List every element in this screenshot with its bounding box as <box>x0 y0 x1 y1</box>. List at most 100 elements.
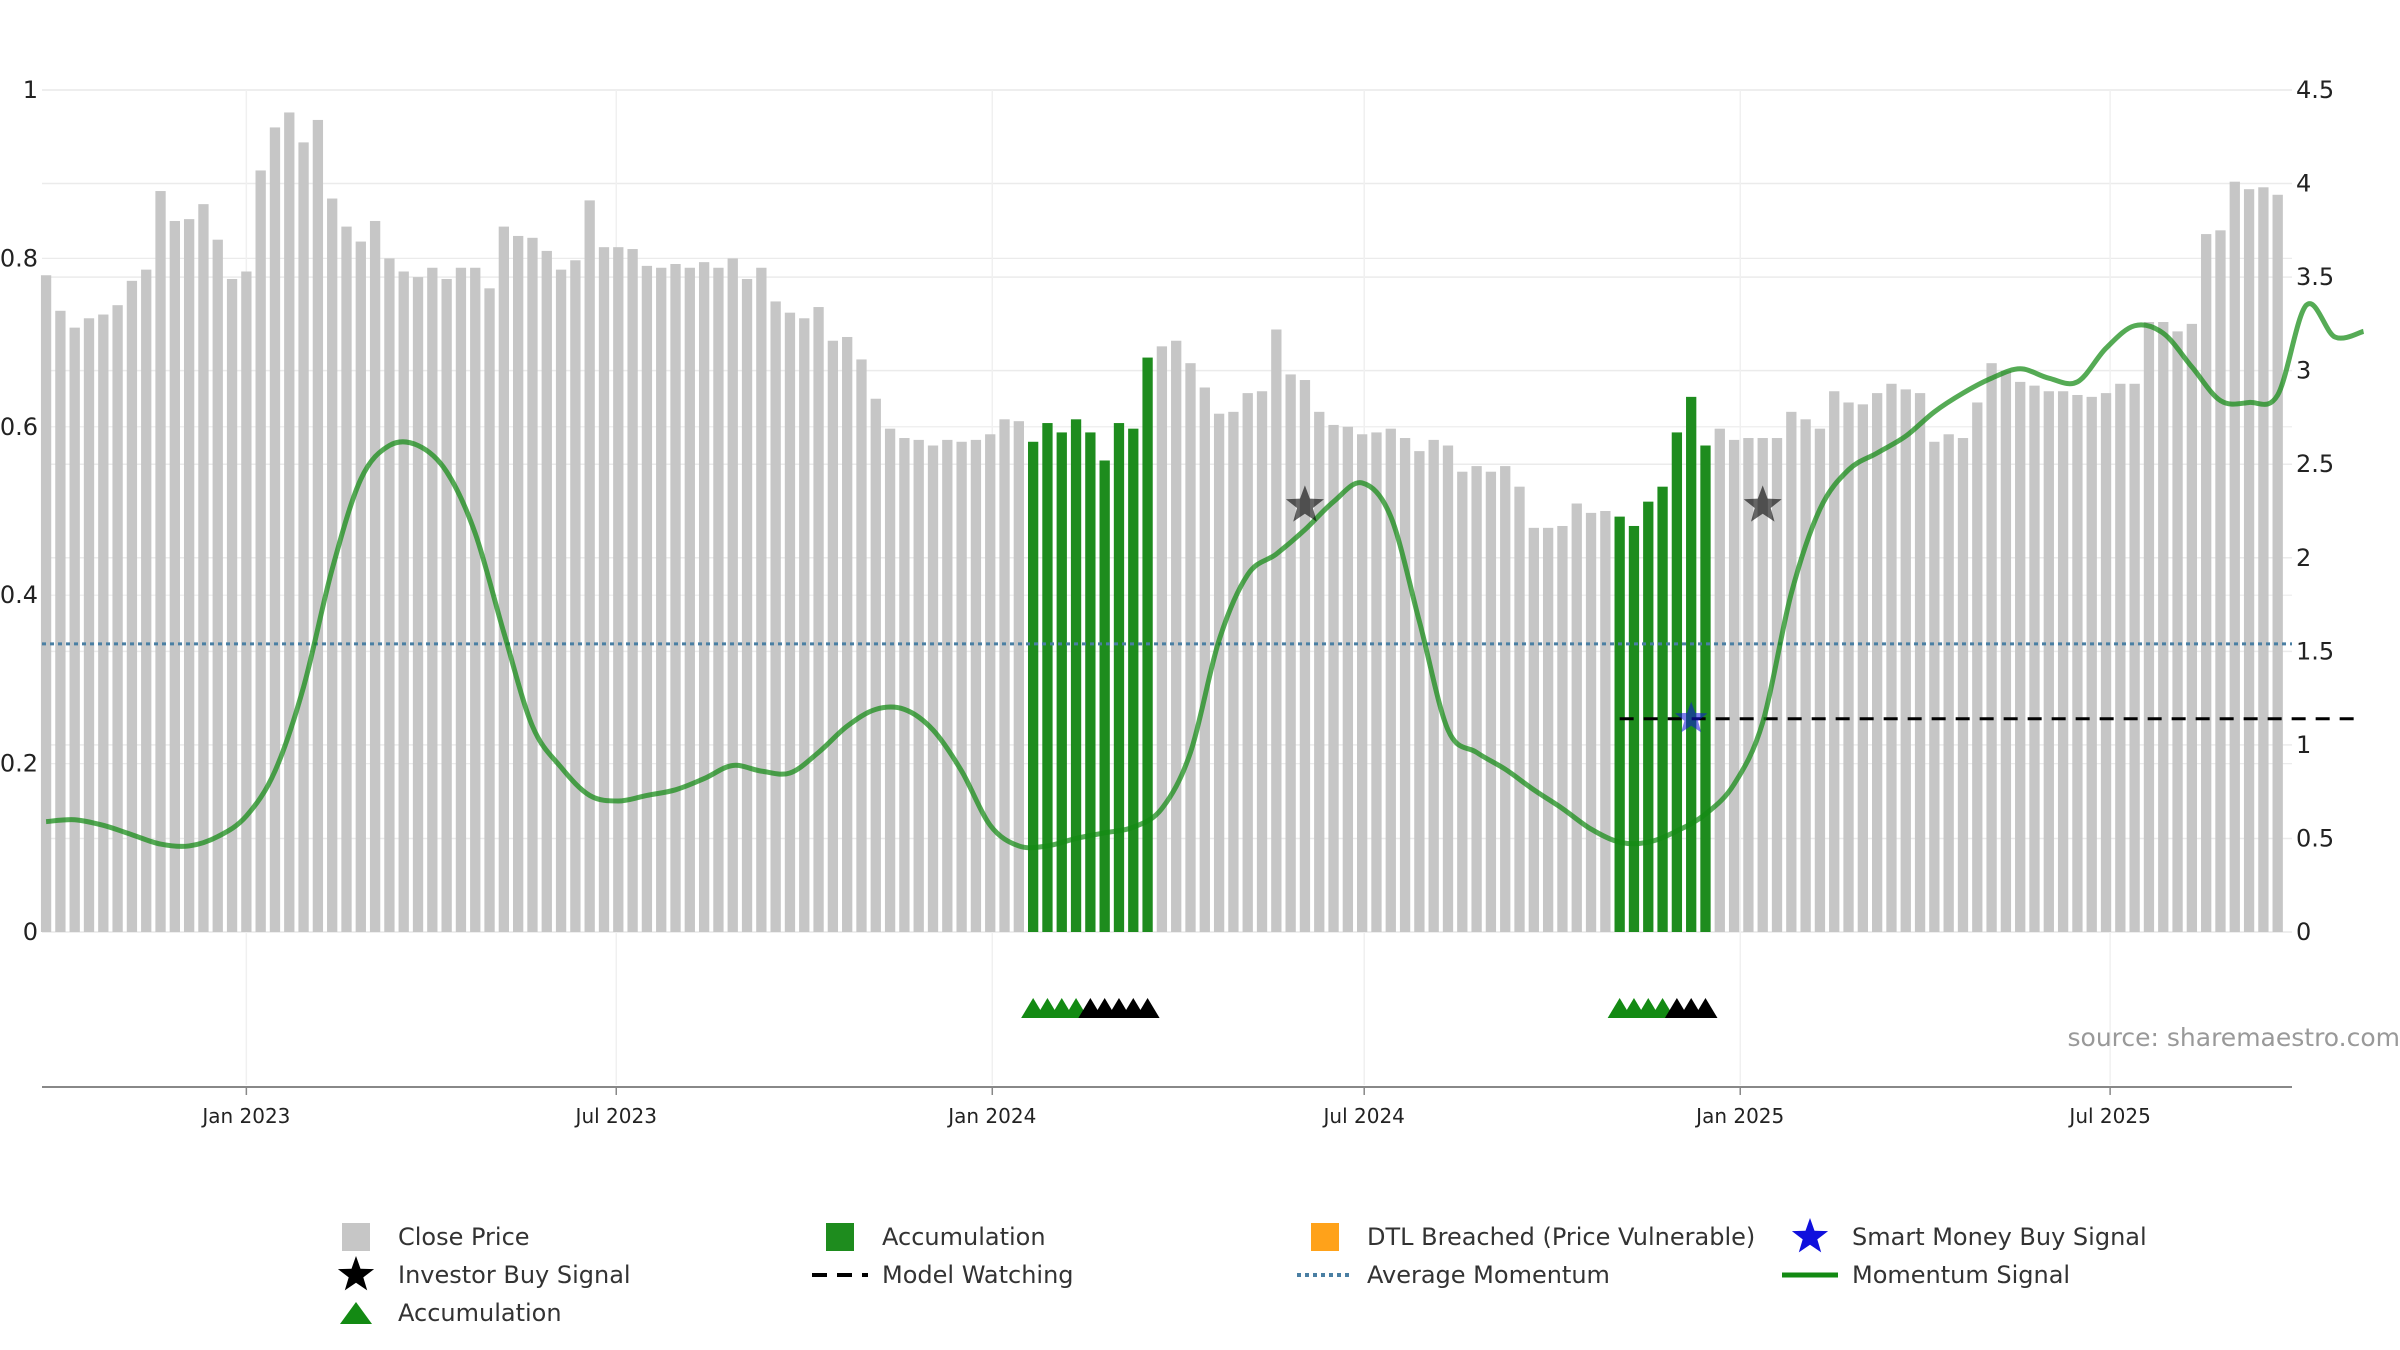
x-tick-label: Jul 2025 <box>2067 1104 2150 1128</box>
close-price-bar <box>527 237 538 933</box>
close-price-bar <box>541 250 552 933</box>
close-price-bar <box>269 127 281 932</box>
close-price-bar <box>598 247 610 932</box>
right-y-tick-label: 2 <box>2296 544 2311 572</box>
close-price-bar <box>1199 387 1210 932</box>
close-price-bar <box>1171 340 1182 932</box>
close-price-bar <box>698 262 710 932</box>
investor-buy-star <box>1743 485 1782 522</box>
close-price-bar <box>1342 426 1354 932</box>
close-price-bar <box>1929 441 1940 932</box>
right-y-tick-label: 3 <box>2296 357 2311 385</box>
x-tick-label: Jan 2024 <box>946 1104 1036 1128</box>
close-price-bar <box>770 301 781 932</box>
close-price-bar <box>1271 329 1282 933</box>
accumulation-bar <box>1128 428 1139 932</box>
close-price-bar <box>384 258 395 932</box>
accumulation-bar <box>1643 501 1654 932</box>
close-price-bar <box>1571 503 1582 932</box>
close-price-bar <box>1514 486 1525 932</box>
accumulation-bar <box>1113 423 1125 932</box>
close-price-bar <box>169 220 180 932</box>
close-price-bar <box>584 200 595 932</box>
close-price-bar <box>1485 471 1497 932</box>
close-price-bar <box>1256 391 1268 932</box>
right-y-tick-label: 4.5 <box>2296 76 2334 104</box>
close-price-bar <box>799 318 810 933</box>
left-y-tick-label: 0.2 <box>0 750 38 778</box>
accumulation-bar <box>1614 516 1625 932</box>
close-price-bar <box>884 428 896 932</box>
close-price-bar <box>398 271 409 932</box>
close-price-bar <box>813 307 824 932</box>
accumulation-bar <box>1085 432 1096 932</box>
close-price-bar <box>2086 396 2097 933</box>
close-price-bar <box>1943 434 1954 932</box>
close-price-bar <box>226 278 238 933</box>
right-y-tick-label: 2.5 <box>2296 450 2334 478</box>
close-price-bar <box>1557 525 1568 932</box>
close-price-bar <box>1872 393 1883 932</box>
accumulation-bar <box>1070 419 1082 932</box>
close-price-bar <box>913 439 924 932</box>
close-price-bar <box>2043 391 2054 932</box>
investor-buy-star <box>1285 485 1324 522</box>
close-price-bar <box>1471 466 1482 932</box>
smart-money-buy-star <box>1675 701 1708 733</box>
close-price-bar <box>1414 451 1425 932</box>
close-price-bar <box>870 398 881 932</box>
close-price-bar <box>498 226 510 932</box>
close-price-bar <box>1285 374 1296 932</box>
close-price-bar <box>1385 428 1396 932</box>
left-y-tick-label: 0.6 <box>0 413 38 441</box>
accumulation-bar <box>1056 432 1067 932</box>
right-y-tick-label: 1.5 <box>2296 637 2334 665</box>
close-price-bar <box>1957 438 1969 932</box>
close-price-bar <box>2243 189 2255 932</box>
close-price-bar <box>2129 383 2140 933</box>
close-price-bar <box>1886 383 1897 933</box>
close-price-bar <box>341 226 352 932</box>
close-price-bar <box>1786 411 1797 932</box>
close-price-bar <box>484 288 495 932</box>
close-price-bar <box>1528 527 1539 932</box>
close-price-bar <box>1500 466 1511 932</box>
close-price-bar <box>355 241 366 932</box>
close-price-bar <box>970 439 982 932</box>
close-price-bar <box>1542 527 1554 932</box>
close-price-bar <box>198 204 209 933</box>
close-price-bar <box>784 312 796 932</box>
close-price-bar <box>670 264 681 933</box>
close-price-bar <box>1371 432 1382 932</box>
close-price-bar <box>1328 424 1339 932</box>
close-price-bar <box>1757 438 1768 932</box>
accumulation-bar <box>1099 460 1110 932</box>
close-price-bar <box>441 278 452 933</box>
close-price-bar <box>1714 428 1725 932</box>
right-y-tick-label: 3.5 <box>2296 263 2334 291</box>
close-price-bar <box>641 265 653 933</box>
close-price-bar <box>2229 181 2240 932</box>
close-price-bar <box>2115 383 2126 933</box>
right-y-tick-label: 4 <box>2296 170 2311 198</box>
close-price-bar <box>927 445 939 932</box>
close-price-bar <box>1771 438 1783 932</box>
close-price-bar <box>956 441 967 932</box>
close-price-bar <box>1442 445 1454 932</box>
close-price-bar <box>412 277 424 933</box>
close-price-bar <box>1457 471 1468 932</box>
close-price-bar <box>1728 439 1740 932</box>
close-price-bar <box>1357 434 1368 932</box>
close-price-bar <box>555 269 567 932</box>
accumulation-bar <box>1027 441 1039 932</box>
right-y-tick-label: 1 <box>2296 731 2311 759</box>
x-tick-label: Jul 2024 <box>1322 1104 1405 1128</box>
accumulation-bar <box>1700 445 1711 932</box>
close-price-bar <box>83 318 95 933</box>
close-price-bar <box>1185 363 1196 932</box>
signal-triangle <box>1693 998 1718 1018</box>
close-price-bar <box>98 314 109 932</box>
close-price-bar <box>2029 385 2040 932</box>
